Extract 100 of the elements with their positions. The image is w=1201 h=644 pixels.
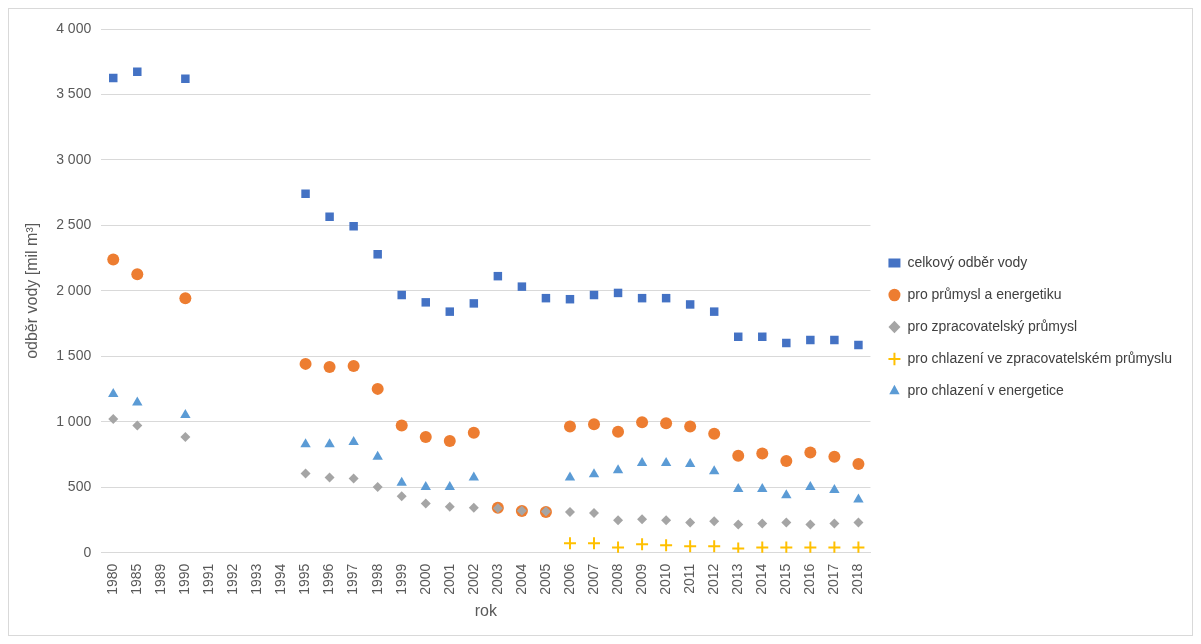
point bbox=[588, 418, 601, 431]
point bbox=[564, 471, 576, 481]
point bbox=[707, 539, 722, 553]
x-axis-title: rok bbox=[474, 601, 498, 619]
point bbox=[299, 357, 312, 370]
point bbox=[851, 540, 866, 553]
point bbox=[469, 299, 479, 308]
x-tick-label: 1997 bbox=[344, 563, 361, 595]
legend-label: celkový odběr vody bbox=[907, 253, 1028, 270]
x-tick-label: 2011 bbox=[681, 563, 698, 594]
legend-label: pro zpracovatelský průmysl bbox=[907, 317, 1078, 334]
point bbox=[709, 465, 720, 475]
point bbox=[827, 540, 842, 553]
y-tick-label: 1 000 bbox=[56, 412, 92, 429]
point bbox=[709, 516, 720, 527]
legend-label: pro průmysl a energetiku bbox=[907, 285, 1062, 302]
point bbox=[562, 536, 577, 551]
point bbox=[348, 473, 359, 484]
point bbox=[805, 519, 816, 530]
point bbox=[755, 540, 770, 553]
point bbox=[419, 430, 432, 443]
point bbox=[685, 300, 695, 309]
point bbox=[301, 189, 310, 199]
y-axis-title: odběr vody [mil m³] bbox=[23, 222, 41, 359]
point bbox=[806, 335, 815, 345]
point bbox=[349, 221, 358, 231]
point bbox=[324, 438, 335, 448]
point bbox=[612, 425, 625, 438]
point bbox=[180, 408, 191, 418]
point bbox=[611, 540, 626, 553]
point bbox=[517, 282, 527, 291]
point bbox=[684, 458, 696, 468]
point bbox=[709, 307, 719, 316]
point bbox=[637, 514, 648, 525]
point bbox=[324, 472, 335, 483]
point bbox=[830, 335, 839, 345]
x-tick-label: 1989 bbox=[152, 563, 169, 595]
x-tick-label: 1993 bbox=[248, 563, 265, 595]
point bbox=[829, 484, 840, 494]
point bbox=[757, 518, 768, 529]
x-tick-label: 2010 bbox=[656, 563, 673, 595]
point bbox=[564, 506, 575, 517]
point bbox=[563, 420, 576, 433]
point bbox=[300, 468, 311, 479]
x-tick-label: 2000 bbox=[416, 563, 433, 595]
x-tick-label: 2018 bbox=[849, 563, 866, 595]
point bbox=[829, 518, 840, 529]
point bbox=[757, 483, 768, 493]
point bbox=[635, 537, 650, 552]
x-tick-label: 1996 bbox=[320, 563, 337, 595]
x-tick-label: 1985 bbox=[128, 563, 145, 595]
point bbox=[781, 489, 792, 499]
point bbox=[589, 507, 600, 518]
point bbox=[636, 456, 648, 466]
x-tick-label: 2004 bbox=[512, 563, 529, 595]
x-tick-label: 2008 bbox=[608, 563, 625, 595]
point bbox=[395, 419, 408, 432]
point bbox=[782, 338, 791, 348]
x-tick-label: 1994 bbox=[272, 563, 289, 595]
x-tick-label: 1995 bbox=[296, 563, 313, 595]
x-tick-label: 2001 bbox=[440, 563, 457, 595]
point bbox=[661, 515, 672, 526]
x-tick-label: 2016 bbox=[801, 563, 818, 595]
x-tick-label: 2012 bbox=[705, 563, 722, 595]
point bbox=[660, 456, 672, 466]
point bbox=[733, 519, 744, 530]
point bbox=[684, 420, 697, 433]
point bbox=[731, 541, 746, 553]
x-tick-label: 2014 bbox=[753, 563, 770, 595]
x-tick-label: 2009 bbox=[632, 563, 649, 595]
point bbox=[852, 458, 865, 471]
point bbox=[467, 426, 480, 439]
y-tick-label: 2 000 bbox=[56, 281, 92, 298]
y-tick-label: 2 500 bbox=[56, 216, 92, 233]
point bbox=[444, 501, 455, 512]
point bbox=[780, 454, 793, 467]
x-tick-label: 2017 bbox=[825, 563, 842, 595]
point bbox=[805, 480, 816, 490]
point bbox=[854, 340, 863, 350]
point bbox=[108, 414, 119, 425]
point bbox=[758, 332, 767, 342]
point bbox=[397, 290, 406, 300]
point bbox=[373, 250, 382, 259]
point bbox=[108, 388, 119, 398]
point bbox=[636, 416, 649, 429]
point bbox=[683, 539, 698, 553]
x-tick-label: 1990 bbox=[176, 563, 193, 595]
point bbox=[804, 446, 817, 459]
point bbox=[828, 450, 841, 463]
x-tick-label: 2006 bbox=[560, 563, 577, 595]
y-tick-label: 3 000 bbox=[56, 150, 92, 167]
point bbox=[587, 536, 602, 551]
y-tick-label: 1 500 bbox=[56, 347, 92, 364]
legend-label: pro chlazení v energetice bbox=[907, 381, 1065, 398]
point bbox=[468, 502, 479, 513]
y-tick-label: 500 bbox=[67, 478, 92, 495]
point bbox=[612, 464, 624, 474]
point bbox=[445, 307, 455, 316]
point bbox=[372, 481, 383, 492]
point bbox=[613, 515, 624, 526]
